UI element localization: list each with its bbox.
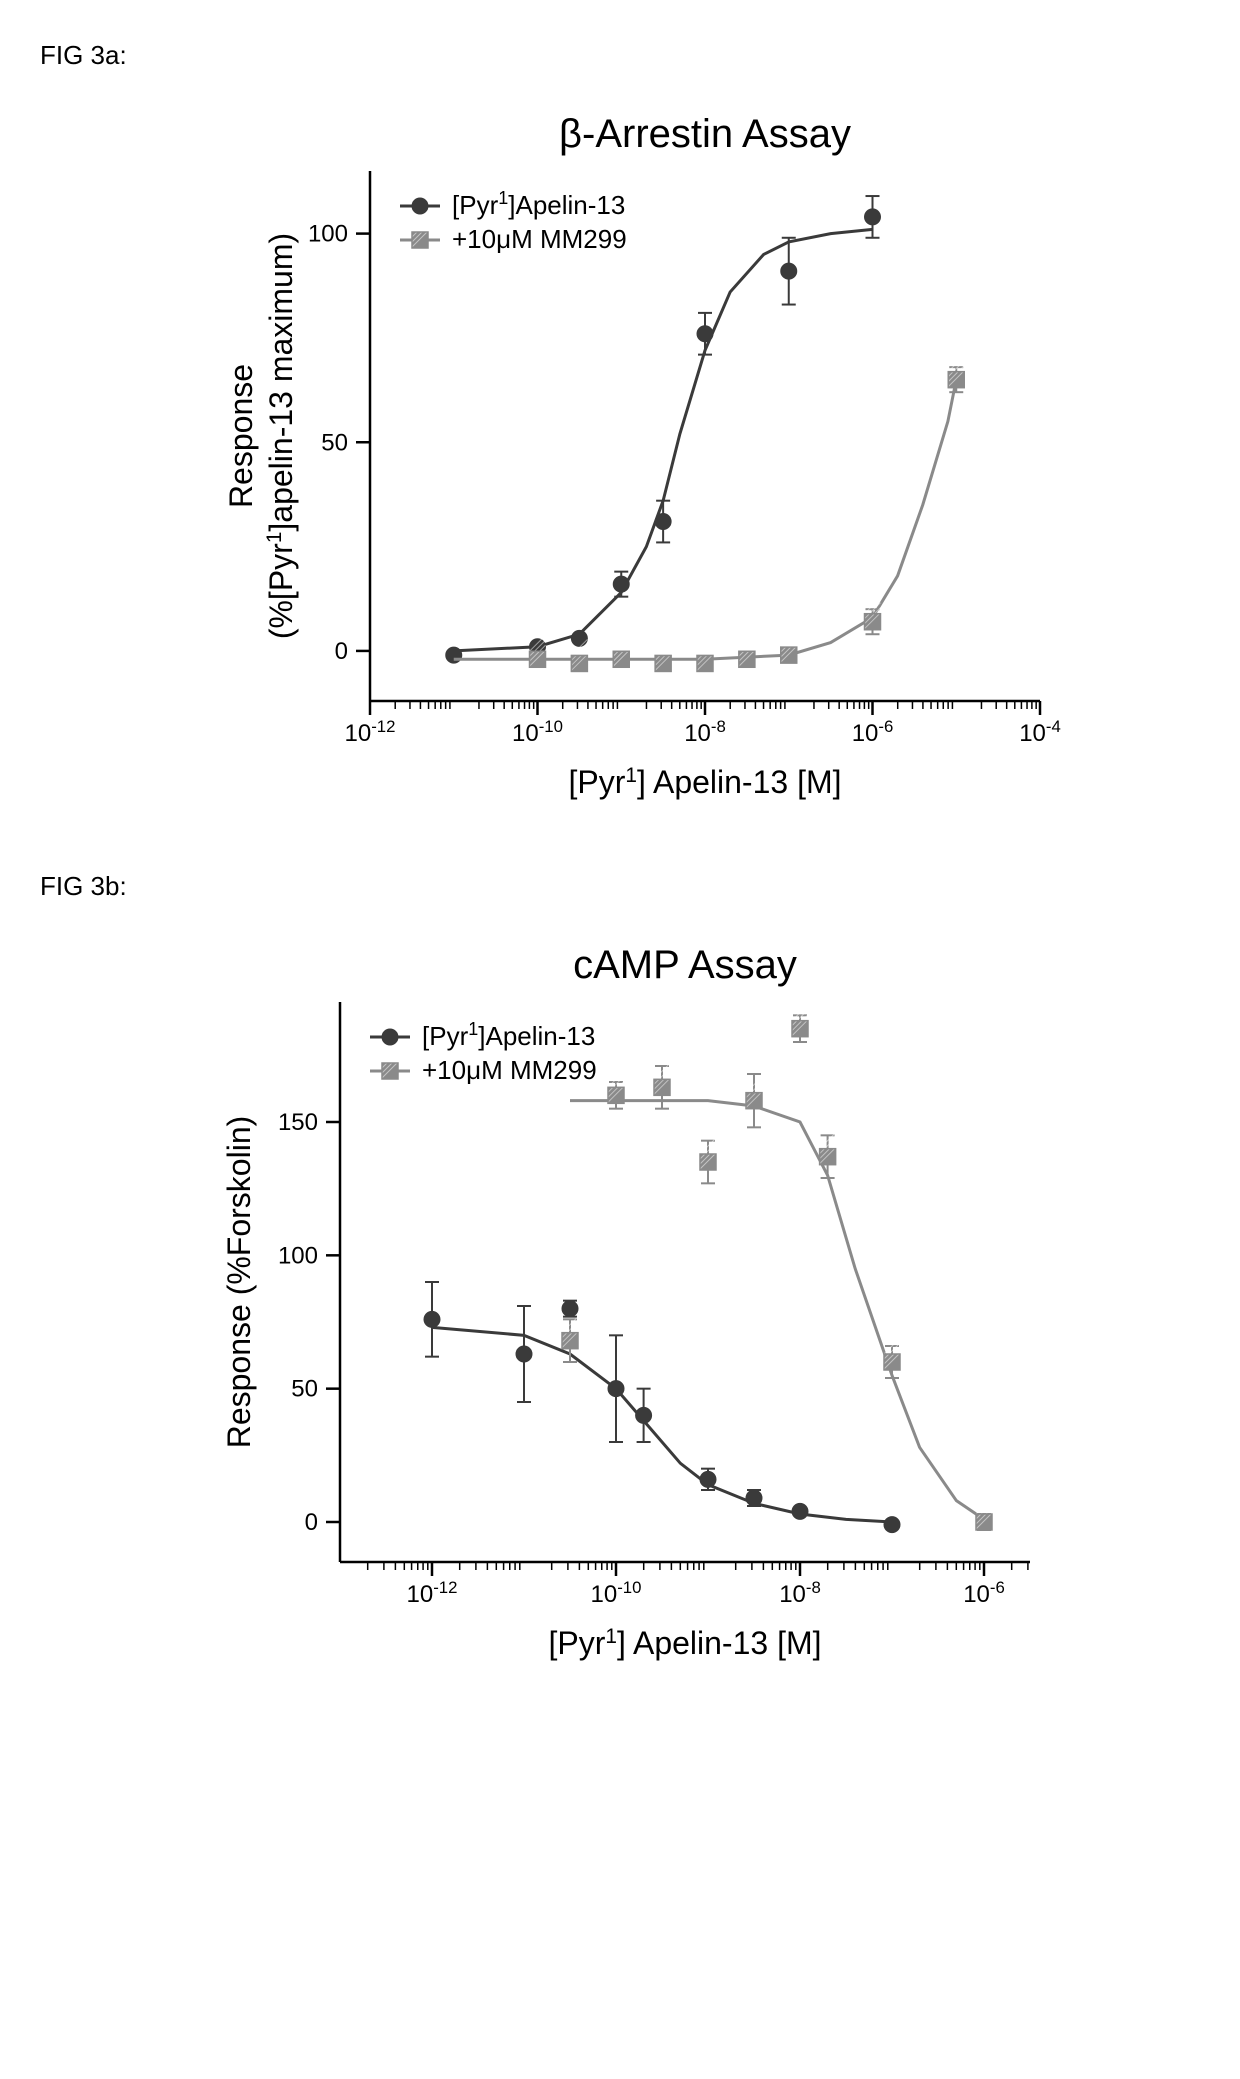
svg-text:150: 150 <box>278 1109 318 1136</box>
svg-text:β-Arrestin Assay: β-Arrestin Assay <box>559 112 851 156</box>
svg-text:50: 50 <box>291 1376 318 1403</box>
svg-text:(%[Pyr1]apelin-13 maximum): (%[Pyr1]apelin-13 maximum) <box>263 233 300 639</box>
svg-text:+10μM MM299: +10μM MM299 <box>422 1055 597 1085</box>
svg-text:10-6: 10-6 <box>963 1578 1005 1609</box>
svg-text:50: 50 <box>321 429 348 456</box>
svg-text:0: 0 <box>335 638 348 665</box>
chart-b: 10-12 10-10 10-8 10-6 0 50 100 150 cAMP Assay [Py… <box>170 922 1070 1672</box>
svg-text:10-6: 10-6 <box>852 717 894 748</box>
svg-text:100: 100 <box>308 221 348 248</box>
svg-text:Response (%Forskolin): Response (%Forskolin) <box>221 1116 257 1449</box>
svg-text:10-12: 10-12 <box>345 717 396 748</box>
svg-text:10-8: 10-8 <box>779 1578 821 1609</box>
svg-text:0: 0 <box>305 1509 318 1536</box>
svg-text:[Pyr1]Apelin-13: [Pyr1]Apelin-13 <box>452 188 625 220</box>
svg-text:10-10: 10-10 <box>512 717 563 748</box>
svg-text:10-8: 10-8 <box>684 717 726 748</box>
svg-text:[Pyr1] Apelin-13 [M]: [Pyr1] Apelin-13 [M] <box>568 764 841 801</box>
svg-text:+10μM MM299: +10μM MM299 <box>452 224 627 254</box>
chart-a: 10-12 10-10 10-8 10-6 10-4 0 50 100 β-Arrestin A… <box>170 91 1070 811</box>
svg-text:10-10: 10-10 <box>591 1578 642 1609</box>
svg-text:[Pyr1]Apelin-13: [Pyr1]Apelin-13 <box>422 1019 595 1051</box>
svg-text:100: 100 <box>278 1242 318 1269</box>
fig-a-label: FIG 3a: <box>40 40 1200 71</box>
svg-text:[Pyr1] Apelin-13 [M]: [Pyr1] Apelin-13 [M] <box>548 1625 821 1662</box>
svg-text:Response: Response <box>223 364 259 508</box>
svg-text:10-4: 10-4 <box>1019 717 1061 748</box>
svg-text:10-12: 10-12 <box>407 1578 458 1609</box>
svg-text:cAMP Assay: cAMP Assay <box>573 943 797 987</box>
fig-b-label: FIG 3b: <box>40 871 1200 902</box>
